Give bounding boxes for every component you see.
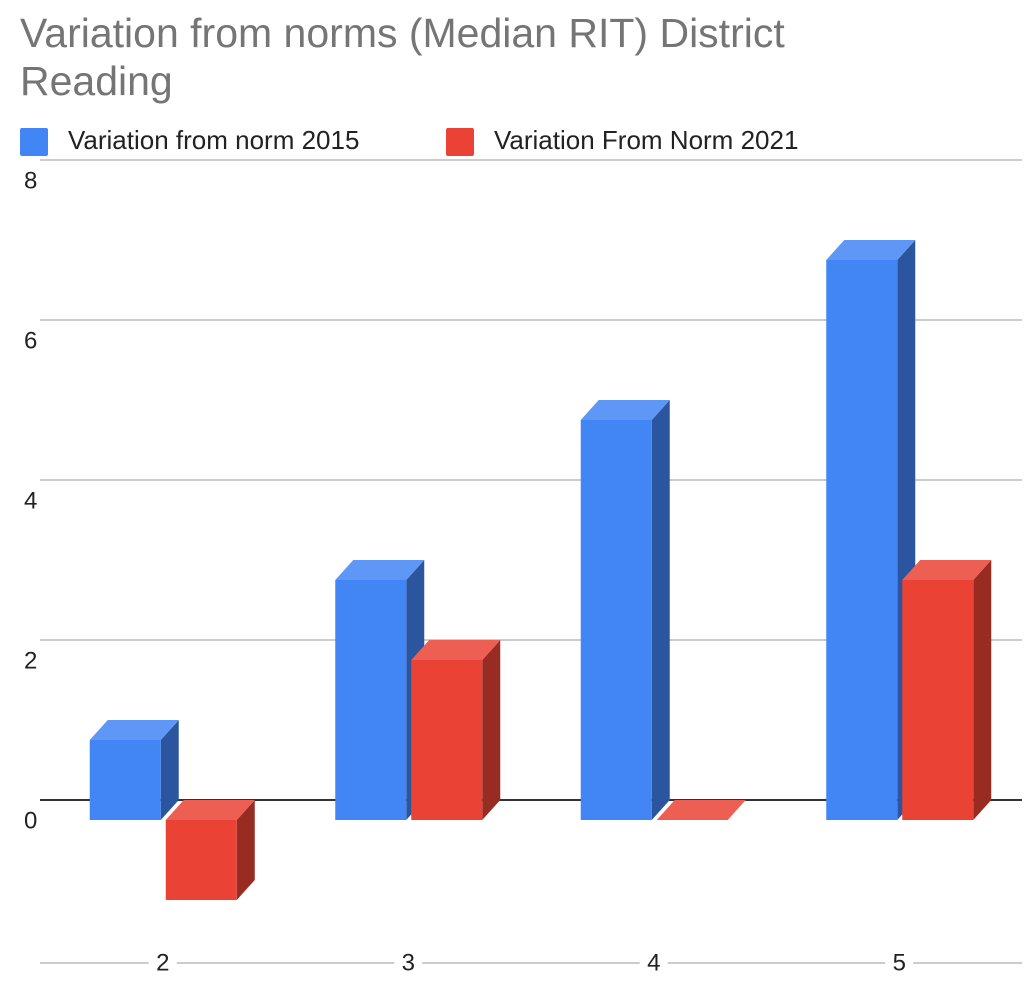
bar-side: [482, 640, 501, 820]
title-line: Reading: [20, 58, 173, 104]
x-label-bg: [148, 950, 177, 974]
y-tick-label: 6: [24, 327, 37, 354]
bar-top: [89, 720, 179, 740]
bar-top: [656, 800, 746, 820]
bar: [580, 400, 670, 820]
bar-front: [826, 260, 898, 820]
bar-top: [335, 560, 425, 580]
legend-label: Variation From Norm 2021: [494, 125, 798, 155]
bar: [826, 240, 916, 820]
y-tick-label: 2: [24, 647, 37, 674]
y-tick-label: 4: [24, 487, 37, 514]
x-tick-label: 5: [893, 949, 906, 976]
y-tick-label: 8: [24, 167, 37, 194]
bar-front: [89, 740, 161, 820]
bar-side: [160, 720, 179, 820]
y-tick-label: 0: [24, 807, 37, 834]
bar-front: [411, 660, 483, 820]
legend-label: Variation from norm 2015: [68, 125, 359, 155]
bar-side: [651, 400, 670, 820]
bar: [656, 800, 746, 820]
legend-swatch: [446, 128, 474, 156]
x-label-bg: [394, 950, 423, 974]
bar-top: [580, 400, 670, 420]
bar-top: [165, 800, 255, 820]
legend-swatch: [20, 128, 48, 156]
bar-front: [335, 580, 407, 820]
x-tick-label: 2: [156, 949, 169, 976]
bar: [335, 560, 425, 820]
x-tick-label: 3: [402, 949, 415, 976]
bar-front: [580, 420, 652, 820]
bar-top: [826, 240, 916, 260]
bar-side: [236, 800, 255, 900]
bar-front: [165, 820, 237, 900]
x-label-bg: [639, 950, 668, 974]
bar: [89, 720, 179, 820]
x-tick-label: 4: [647, 949, 660, 976]
bar: [165, 800, 255, 900]
bar-top: [411, 640, 501, 660]
title-line: Variation from norms (Median RIT) Distri…: [20, 10, 785, 56]
chart-title: Variation from norms (Median RIT) Distri…: [20, 10, 796, 104]
x-label-bg: [885, 950, 914, 974]
bar-top: [902, 560, 992, 580]
bar: [902, 560, 992, 820]
bar-front: [902, 580, 974, 820]
bar-side: [973, 560, 992, 820]
bar: [411, 640, 501, 820]
